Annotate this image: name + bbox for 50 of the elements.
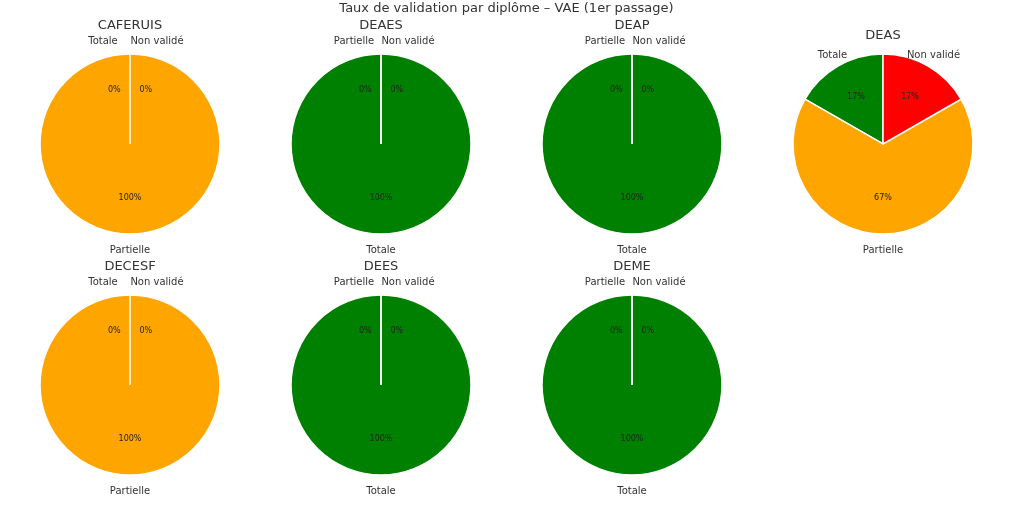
slice-label: Totale xyxy=(365,485,396,497)
text: Taux de validation par diplôme – VAE (1er passage) xyxy=(338,0,674,16)
text: 0% xyxy=(107,326,121,335)
chart-title: DEAES xyxy=(359,17,403,33)
text: 0% xyxy=(641,326,655,335)
slice-label: Totale xyxy=(365,244,396,256)
category-label: Non validé xyxy=(130,35,184,47)
category-label: Partielle xyxy=(333,35,375,47)
slice-label: Partielle xyxy=(862,244,904,256)
category-label: Partielle xyxy=(333,276,375,288)
category-label: Non validé xyxy=(381,35,435,47)
chart-title: DEES xyxy=(363,258,399,274)
chart-title: DEAS xyxy=(865,27,901,42)
text: 0% xyxy=(139,85,153,94)
data-label: 67% xyxy=(874,193,893,202)
text: 0% xyxy=(107,85,121,94)
chart-title: DECESF xyxy=(104,258,156,274)
text: 0% xyxy=(139,326,153,335)
chart-title: DEAP xyxy=(614,17,650,33)
category-label: Non validé xyxy=(632,35,686,47)
data-label: 100% xyxy=(118,434,142,443)
data-label: 17% xyxy=(847,92,866,102)
data-label: 100% xyxy=(369,193,393,202)
slice-label: Non validé xyxy=(906,48,961,60)
text: 0% xyxy=(609,326,623,335)
text: 0% xyxy=(609,85,623,94)
data-label: 17% xyxy=(901,92,920,102)
category-label: Totale xyxy=(88,35,118,47)
category-label: Non validé xyxy=(632,276,686,288)
category-label: Non validé xyxy=(130,276,184,288)
slice-label: Partielle xyxy=(109,244,151,256)
data-label: 100% xyxy=(620,434,644,443)
data-label: 100% xyxy=(118,193,142,202)
text: 0% xyxy=(641,85,655,94)
slice-label: Totale xyxy=(616,244,647,256)
slice-label: Totale xyxy=(816,48,848,60)
data-label: 100% xyxy=(620,193,644,202)
category-label: Partielle xyxy=(584,276,626,288)
slice-label: Partielle xyxy=(109,485,151,497)
chart-title: DEME xyxy=(613,258,651,274)
text: 0% xyxy=(390,326,404,335)
data-label: 100% xyxy=(369,434,393,443)
chart-title: CAFERUIS xyxy=(97,17,163,33)
category-label: Totale xyxy=(88,276,118,288)
text: 0% xyxy=(390,85,404,94)
category-label: Partielle xyxy=(584,35,626,47)
category-label: Non validé xyxy=(381,276,435,288)
text: 0% xyxy=(358,326,372,335)
slice-label: Totale xyxy=(616,485,647,497)
text: 0% xyxy=(358,85,372,94)
